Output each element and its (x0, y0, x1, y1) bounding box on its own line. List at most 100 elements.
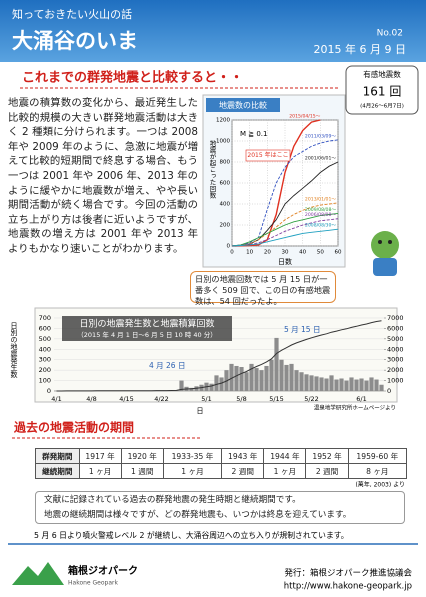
bar (314, 376, 319, 391)
badge-period: (4月26～6月7日) (360, 103, 404, 110)
bar (214, 375, 219, 391)
x-tick-label: 4/15 (119, 395, 134, 403)
url: http://www.hakone-geopark.jp (284, 582, 412, 592)
table-cell: 1920 年 (120, 448, 164, 464)
y-tick-label: 300 (39, 356, 51, 364)
badge-count: 161 回 (363, 85, 402, 99)
cumulative-line (56, 320, 382, 392)
table-cell: 1933-35 年 (162, 448, 223, 464)
annotation: M ≧ 0.1 (240, 130, 268, 138)
y2-tick-label: 4000 (387, 345, 404, 353)
bar (329, 375, 334, 391)
annotation: 4 月 26 日 (149, 361, 185, 370)
series-line (231, 119, 321, 247)
bar (354, 379, 359, 391)
bar (299, 372, 304, 391)
bar (259, 370, 264, 391)
table-cell: 1 ヶ月 (263, 463, 307, 479)
bar (369, 377, 374, 391)
notes: 文献に記録されている過去の群発地震の発生時期と継続期間です。 地震の継続期間は様… (35, 491, 405, 524)
bar (349, 377, 354, 391)
bar (264, 365, 269, 391)
series-label: 2013/01/01～ (305, 196, 336, 202)
table-cell: 2 週間 (221, 463, 265, 479)
bar (234, 365, 239, 391)
series-line (231, 228, 339, 247)
logo-sub: Hakone Geopark (68, 580, 118, 587)
x-tick-label: 5/8 (236, 395, 246, 403)
series-line (231, 202, 339, 247)
series-title: 知っておきたい火山の話 (12, 7, 132, 21)
body-text: 地震の積算数の変化から、最近発生した比較的規模の大きい群発地震活動は大きく 2 … (8, 97, 198, 255)
y2-tick-label: 3000 (387, 356, 404, 364)
bar (309, 375, 314, 391)
table-cell: 8 ヶ月 (347, 463, 408, 479)
y-axis-label: 地震が起こった回数 (208, 139, 216, 200)
bar (319, 377, 324, 391)
annotation: 5 月 15 日 (284, 325, 320, 334)
bar (239, 367, 244, 391)
bar (334, 379, 339, 391)
table-cell: 1959-60 年 (347, 448, 408, 464)
chart-subtitle: （2015 年 4 月 1 日～6 月 5 日 10 時 40 分） (77, 330, 216, 339)
y2-tick-label: 0 (387, 387, 391, 395)
chart-title: 日別の地震発生数と地震積算回数 (79, 318, 214, 330)
y-tick-label: 200 (220, 223, 231, 229)
x-tick-label: 4/22 (154, 395, 169, 403)
x-tick-label: 5/1 (201, 395, 211, 403)
bar (249, 363, 254, 391)
period-table: 群発期間 1917 年 1920 年 1933-35 年 1943 年 1944 年 195… (35, 448, 408, 479)
table-cell: 1944 年 (263, 448, 307, 464)
table-cell: 1952 年 (305, 448, 349, 464)
table-cell: 2 週間 (305, 463, 349, 479)
chart-source: 温泉地学研究所ホームページより (314, 404, 396, 412)
section-heading: 過去の地震活動の期間 (13, 420, 134, 435)
series-line (231, 161, 339, 247)
table-cell: 1 ヶ月 (78, 463, 122, 479)
x-tick-label: 10 (246, 250, 253, 256)
bar (189, 387, 194, 391)
badge (345, 65, 419, 115)
series-line (231, 212, 339, 247)
annotation: 2015 年はここ (247, 151, 288, 159)
series-label: 2015/04/15～ (289, 114, 320, 120)
character (371, 231, 399, 276)
bar (209, 383, 214, 391)
table-row: 群発期間 1917 年 1920 年 1933-35 年 1943 年 1944 年 195… (35, 448, 408, 464)
title: 大涌谷のいま (12, 29, 138, 53)
series-label: 2009/08/08～ (305, 207, 336, 213)
y-tick-label: 500 (39, 335, 51, 343)
bar (274, 337, 279, 391)
y2-tick-label: 1000 (387, 377, 404, 385)
bar (244, 372, 249, 391)
bar (364, 380, 369, 391)
y-tick-label: 400 (39, 345, 51, 353)
x-tick-label: 60 (335, 250, 342, 256)
note: 文献に記録されている過去の群発地震の発生時期と継続期間です。 (44, 495, 301, 505)
x-tick-label: 0 (230, 250, 234, 256)
table-source: (萬年, 2003) より (355, 481, 405, 489)
x-tick-label: 20 (264, 250, 271, 256)
x-tick-label: 6/1 (356, 395, 366, 403)
annotation-box (245, 149, 291, 162)
x-axis-label: 日数 (278, 257, 292, 266)
publisher: 発行：箱根ジオパーク推進協議会 (284, 568, 412, 579)
badge-label: 有感地震数 (363, 69, 401, 79)
bar (284, 364, 289, 391)
y-tick-label: 600 (220, 181, 231, 187)
y-tick-label: 1000 (216, 139, 230, 145)
series-label: 2001/06/01～ (305, 156, 336, 162)
bar (324, 378, 329, 391)
bar (254, 368, 259, 391)
x-tick-label: 30 (282, 250, 289, 256)
date: 2015 年 6 月 9 日 (314, 42, 406, 56)
table-cell: 1943 年 (221, 448, 265, 464)
bar (229, 363, 234, 391)
bar (289, 363, 294, 391)
header-band (0, 0, 426, 62)
bar (219, 377, 224, 391)
logo-mark (12, 562, 64, 585)
bar (359, 378, 364, 391)
